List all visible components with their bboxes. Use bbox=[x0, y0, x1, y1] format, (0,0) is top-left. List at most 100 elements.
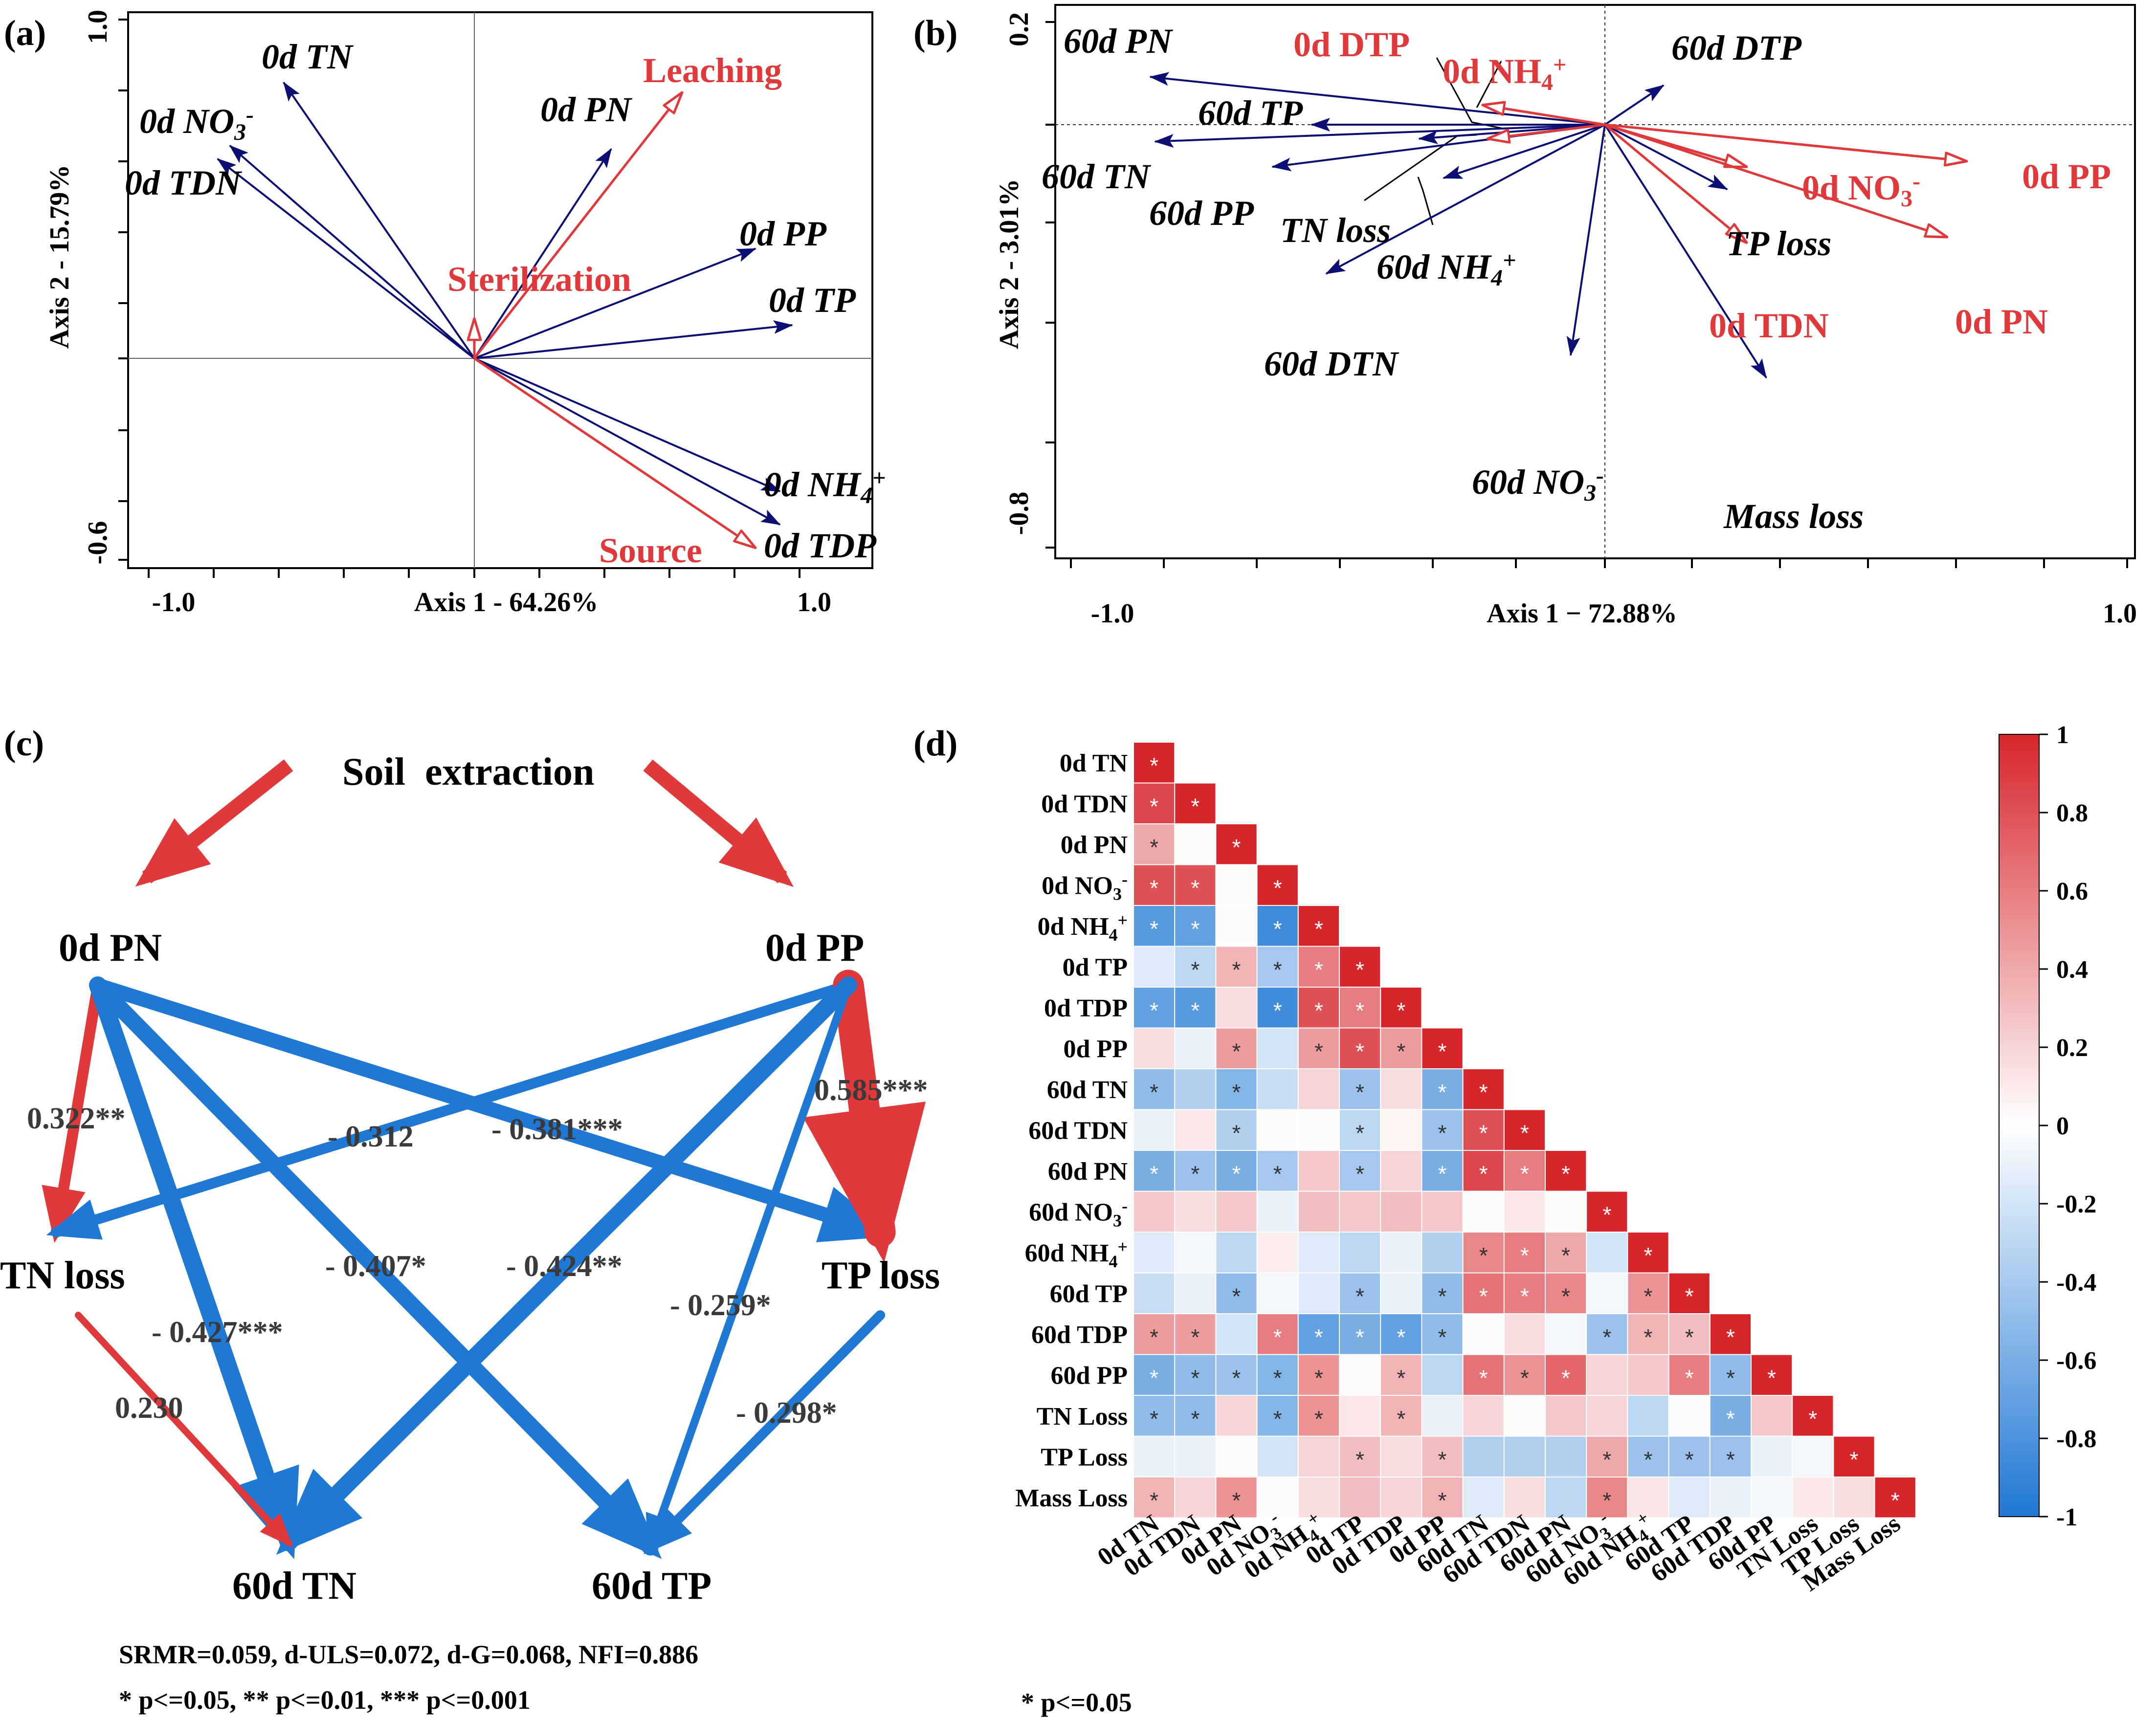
significance-mark: * bbox=[1644, 1243, 1653, 1268]
coef-pn-tn60: - 0.427*** bbox=[152, 1316, 283, 1349]
panel-a-ytick-bottom: -0.6 bbox=[83, 521, 113, 565]
panel-c-label: (c) bbox=[4, 724, 44, 764]
panel-a-xlabel: Axis 1 - 64.26% bbox=[414, 587, 598, 617]
panel-b-vector-60d-pn bbox=[1149, 72, 1605, 126]
label-source: Source bbox=[599, 531, 702, 570]
significance-mark: * bbox=[1191, 916, 1200, 942]
heatmap-cell bbox=[1133, 1109, 1176, 1151]
heatmap-cell bbox=[1297, 1191, 1340, 1233]
heatmap-cell bbox=[1751, 1477, 1793, 1519]
row-label-60d-nh4plus: 60d NH4+ bbox=[1025, 1237, 1128, 1271]
heatmap-cell bbox=[1174, 1109, 1217, 1151]
significance-mark: * bbox=[1479, 1283, 1488, 1309]
panel-a-env-vector-source bbox=[473, 357, 756, 548]
row-label-60d-no3minus: 60d NO3- bbox=[1029, 1196, 1128, 1230]
heatmap-cell bbox=[1174, 1354, 1217, 1396]
heatmap-cell bbox=[1215, 987, 1258, 1029]
heatmap-cell bbox=[1339, 1272, 1381, 1314]
significance-mark: * bbox=[1850, 1447, 1859, 1472]
heatmap-cell bbox=[1339, 1027, 1381, 1069]
significance-mark: * bbox=[1438, 1283, 1447, 1309]
heatmap-cell bbox=[1462, 1354, 1505, 1396]
path-pp-tn60 bbox=[276, 976, 857, 1555]
heatmap-cell bbox=[1421, 1395, 1464, 1437]
panel-a: (a) -1.0 1.0 Axis 1 - 64.26% 1.0 -0.6 Ax… bbox=[4, 10, 886, 617]
heatmap-cell bbox=[1503, 1435, 1546, 1477]
path-pn-tpl bbox=[90, 978, 894, 1242]
significance-mark: * bbox=[1356, 1324, 1364, 1350]
heatmap-cell bbox=[1462, 1232, 1505, 1274]
significance-mark: * bbox=[1479, 1120, 1488, 1146]
label-60d-no3: 60d NO3- bbox=[1472, 463, 1604, 506]
label-60d-nh4: 60d NH4+ bbox=[1377, 247, 1516, 291]
panel-b-vector-mass-loss bbox=[1604, 124, 1767, 379]
significance-mark: * bbox=[1397, 1324, 1405, 1350]
panel-b-ticks bbox=[1045, 21, 2128, 568]
heatmap-cell bbox=[1545, 1395, 1587, 1437]
heatmap-cell bbox=[1215, 864, 1258, 906]
panel-a-vector-0d-tn bbox=[283, 81, 475, 359]
coef-tnloss-tn60: 0.230 bbox=[115, 1391, 183, 1425]
label-tn-loss: TN loss bbox=[1280, 211, 1391, 250]
heatmap-cell bbox=[1421, 1354, 1464, 1396]
heatmap-cell bbox=[1133, 742, 1176, 784]
heatmap-cell bbox=[1709, 1395, 1752, 1437]
heatmap-cell bbox=[1792, 1435, 1834, 1477]
significance-mark: * bbox=[1602, 1488, 1611, 1513]
panel-b: (b) -1.0 1.0 Axis 1 − 72.88% 0.2 -0.8 Ax… bbox=[913, 4, 2137, 629]
node-60d-tn: 60d TN bbox=[232, 1565, 356, 1608]
heatmap-cell bbox=[1297, 1232, 1340, 1274]
path-soil-pn bbox=[135, 759, 293, 887]
significance-mark: * bbox=[1356, 957, 1364, 982]
panel-d-significance: * p<=0.05 bbox=[1021, 1688, 1132, 1717]
panel-b-ylabel: Axis 2 - 3.01% bbox=[994, 179, 1024, 349]
panel-a-xtick-right: 1.0 bbox=[797, 587, 831, 617]
panel-c-significance: * p<=0.05, ** p<=0.01, *** p<=0.001 bbox=[119, 1685, 531, 1715]
heatmap-cell bbox=[1256, 987, 1299, 1029]
heatmap-cell bbox=[1627, 1272, 1669, 1314]
row-label-tn-loss: TN Loss bbox=[1037, 1403, 1128, 1431]
significance-mark: * bbox=[1150, 794, 1158, 819]
label-sterilization: Sterilization bbox=[447, 260, 631, 299]
significance-mark: * bbox=[1232, 1120, 1241, 1146]
heatmap-cell bbox=[1256, 946, 1299, 988]
significance-mark: * bbox=[1479, 1365, 1488, 1390]
colorbar-tick-label: 0 bbox=[2056, 1112, 2069, 1140]
significance-mark: * bbox=[1232, 1365, 1241, 1390]
path-pp-tnl bbox=[46, 980, 854, 1240]
label-0d-tdn: 0d TDN bbox=[125, 163, 243, 202]
significance-mark: * bbox=[1397, 1038, 1405, 1064]
heatmap-cell bbox=[1174, 1068, 1217, 1110]
label-60d-tp: 60d TP bbox=[1198, 93, 1303, 132]
significance-mark: * bbox=[1438, 1488, 1447, 1513]
significance-mark: * bbox=[1232, 1283, 1241, 1309]
significance-mark: * bbox=[1767, 1365, 1776, 1390]
heatmap-cell bbox=[1792, 1395, 1834, 1437]
significance-mark: * bbox=[1397, 1406, 1405, 1432]
significance-mark: * bbox=[1438, 1324, 1447, 1350]
panel-b-explanatory-labels: 0d DTP 0d NH4+ 0d NO3- 0d PP 0d TDN 0d P… bbox=[1293, 25, 2111, 345]
significance-mark: * bbox=[1273, 1161, 1282, 1187]
significance-mark: * bbox=[1150, 1080, 1158, 1105]
heatmap-cell bbox=[1133, 1272, 1176, 1314]
path-pp-tp60 bbox=[645, 981, 853, 1555]
significance-mark: * bbox=[1232, 835, 1241, 860]
heatmap-cell bbox=[1215, 1395, 1258, 1437]
heatmap-cell bbox=[1174, 1395, 1217, 1437]
significance-mark: * bbox=[1726, 1365, 1735, 1390]
significance-mark: * bbox=[1397, 998, 1405, 1023]
heatmap-cell bbox=[1545, 1354, 1587, 1396]
heatmap-cell bbox=[1339, 1150, 1381, 1192]
panel-b-env-vector-0d-pp bbox=[1604, 123, 1967, 161]
panel-b-vector-60d-dtp bbox=[1604, 84, 1665, 126]
significance-mark: * bbox=[1273, 998, 1282, 1023]
significance-mark: * bbox=[1356, 1038, 1364, 1064]
panel-b-vector-tp-loss bbox=[1604, 124, 1728, 191]
significance-mark: * bbox=[1314, 1038, 1323, 1064]
heatmap-cell bbox=[1668, 1272, 1711, 1314]
heatmap-cell bbox=[1174, 1150, 1217, 1192]
heatmap-cell bbox=[1339, 1313, 1381, 1355]
colorbar-tick-label: 1 bbox=[2056, 721, 2069, 749]
significance-mark: * bbox=[1232, 1488, 1241, 1513]
label-0d-pp-b: 0d PP bbox=[2022, 157, 2111, 196]
